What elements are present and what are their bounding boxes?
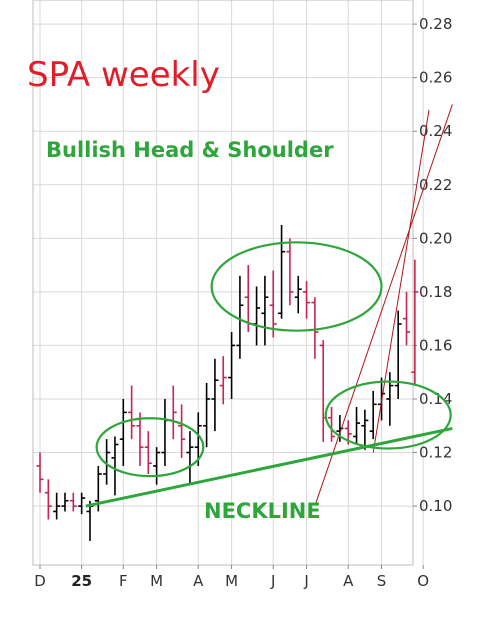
y-tick-label: 0.24 xyxy=(419,122,452,140)
price-bars xyxy=(36,224,419,541)
right-shoulder-ellipse xyxy=(324,380,452,450)
ohlc-bar xyxy=(253,286,261,346)
ohlc-bar xyxy=(369,390,377,440)
ohlc-bar xyxy=(278,224,286,319)
ohlc-bar xyxy=(119,398,127,466)
ohlc-bar xyxy=(178,404,186,458)
y-tick-label: 0.28 xyxy=(419,15,452,33)
ohlc-bar xyxy=(261,275,269,346)
ohlc-bar xyxy=(53,492,61,520)
y-tick-label: 0.22 xyxy=(419,176,452,194)
ohlc-bar xyxy=(153,447,161,485)
y-tick-label: 0.16 xyxy=(419,336,452,354)
ohlc-bar xyxy=(211,358,219,432)
x-tick-label: J xyxy=(303,572,308,590)
ohlc-bar xyxy=(286,238,294,306)
channel-line xyxy=(315,104,453,504)
chart-title: SPA weekly xyxy=(27,55,220,95)
left-shoulder-ellipse xyxy=(95,417,205,478)
ohlc-bar xyxy=(219,356,227,405)
ohlc-bar xyxy=(144,431,152,474)
x-tick-label: S xyxy=(377,572,387,590)
x-axis-ticks: D 25 F M A M J J A S O xyxy=(34,565,429,590)
axes xyxy=(32,0,414,566)
x-tick-label: M xyxy=(225,572,238,590)
y-tick-label: 0.12 xyxy=(419,444,452,462)
head-ellipse xyxy=(210,241,383,332)
x-tick-label: A xyxy=(343,572,354,590)
ohlc-bar xyxy=(169,385,177,440)
y-tick-label: 0.10 xyxy=(419,497,452,515)
y-tick-label: 0.18 xyxy=(419,283,452,301)
ohlc-bar xyxy=(236,275,244,359)
ohlc-bar xyxy=(361,409,369,450)
ohlc-bar xyxy=(311,297,319,359)
ohlc-bar xyxy=(36,452,44,493)
ohlc-bar xyxy=(294,275,302,314)
annotations xyxy=(85,104,453,508)
ohlc-bar xyxy=(319,340,327,442)
y-tick-label: 0.20 xyxy=(419,229,452,247)
ohlc-bar xyxy=(69,492,77,512)
x-tick-label: O xyxy=(417,572,429,590)
y-tick-label: 0.14 xyxy=(419,390,452,408)
ohlc-bar xyxy=(203,382,211,448)
plot-frame xyxy=(32,0,414,566)
x-tick-label: A xyxy=(193,572,204,590)
ohlc-bar xyxy=(161,398,169,466)
ohlc-bar xyxy=(78,492,86,515)
ohlc-bar xyxy=(111,436,119,496)
ohlc-bar xyxy=(303,281,311,319)
ohlc-bar xyxy=(411,259,419,386)
ohlc-bar xyxy=(194,412,202,466)
ohlc-bar xyxy=(128,385,136,440)
chart-subtitle: Bullish Head & Shoulder xyxy=(46,138,334,162)
ohlc-bar xyxy=(394,310,402,399)
neckline xyxy=(85,426,453,508)
x-tick-label: 25 xyxy=(71,572,92,590)
ohlc-bar xyxy=(186,431,194,485)
ohlc-bar xyxy=(269,270,277,338)
ohlc-bar xyxy=(103,439,111,485)
channel-line xyxy=(372,109,430,453)
x-tick-label: D xyxy=(34,572,46,590)
ohlc-bar xyxy=(403,291,411,346)
ohlc-bar xyxy=(328,407,336,442)
x-tick-label: F xyxy=(119,572,128,590)
x-tick-label: J xyxy=(270,572,275,590)
y-axis-ticks: 0.10 0.12 0.14 0.16 0.18 0.20 0.22 0.24 0.26 0.28 xyxy=(413,15,452,515)
x-tick-label: M xyxy=(150,572,163,590)
y-tick-label: 0.26 xyxy=(419,69,452,87)
ohlc-bar xyxy=(136,412,144,466)
ohlc-bar xyxy=(353,407,361,445)
ohlc-bar xyxy=(228,332,236,399)
ohlc-bar xyxy=(61,492,69,512)
neckline-label: NECKLINE xyxy=(204,499,321,523)
ohlc-bar xyxy=(44,479,52,520)
